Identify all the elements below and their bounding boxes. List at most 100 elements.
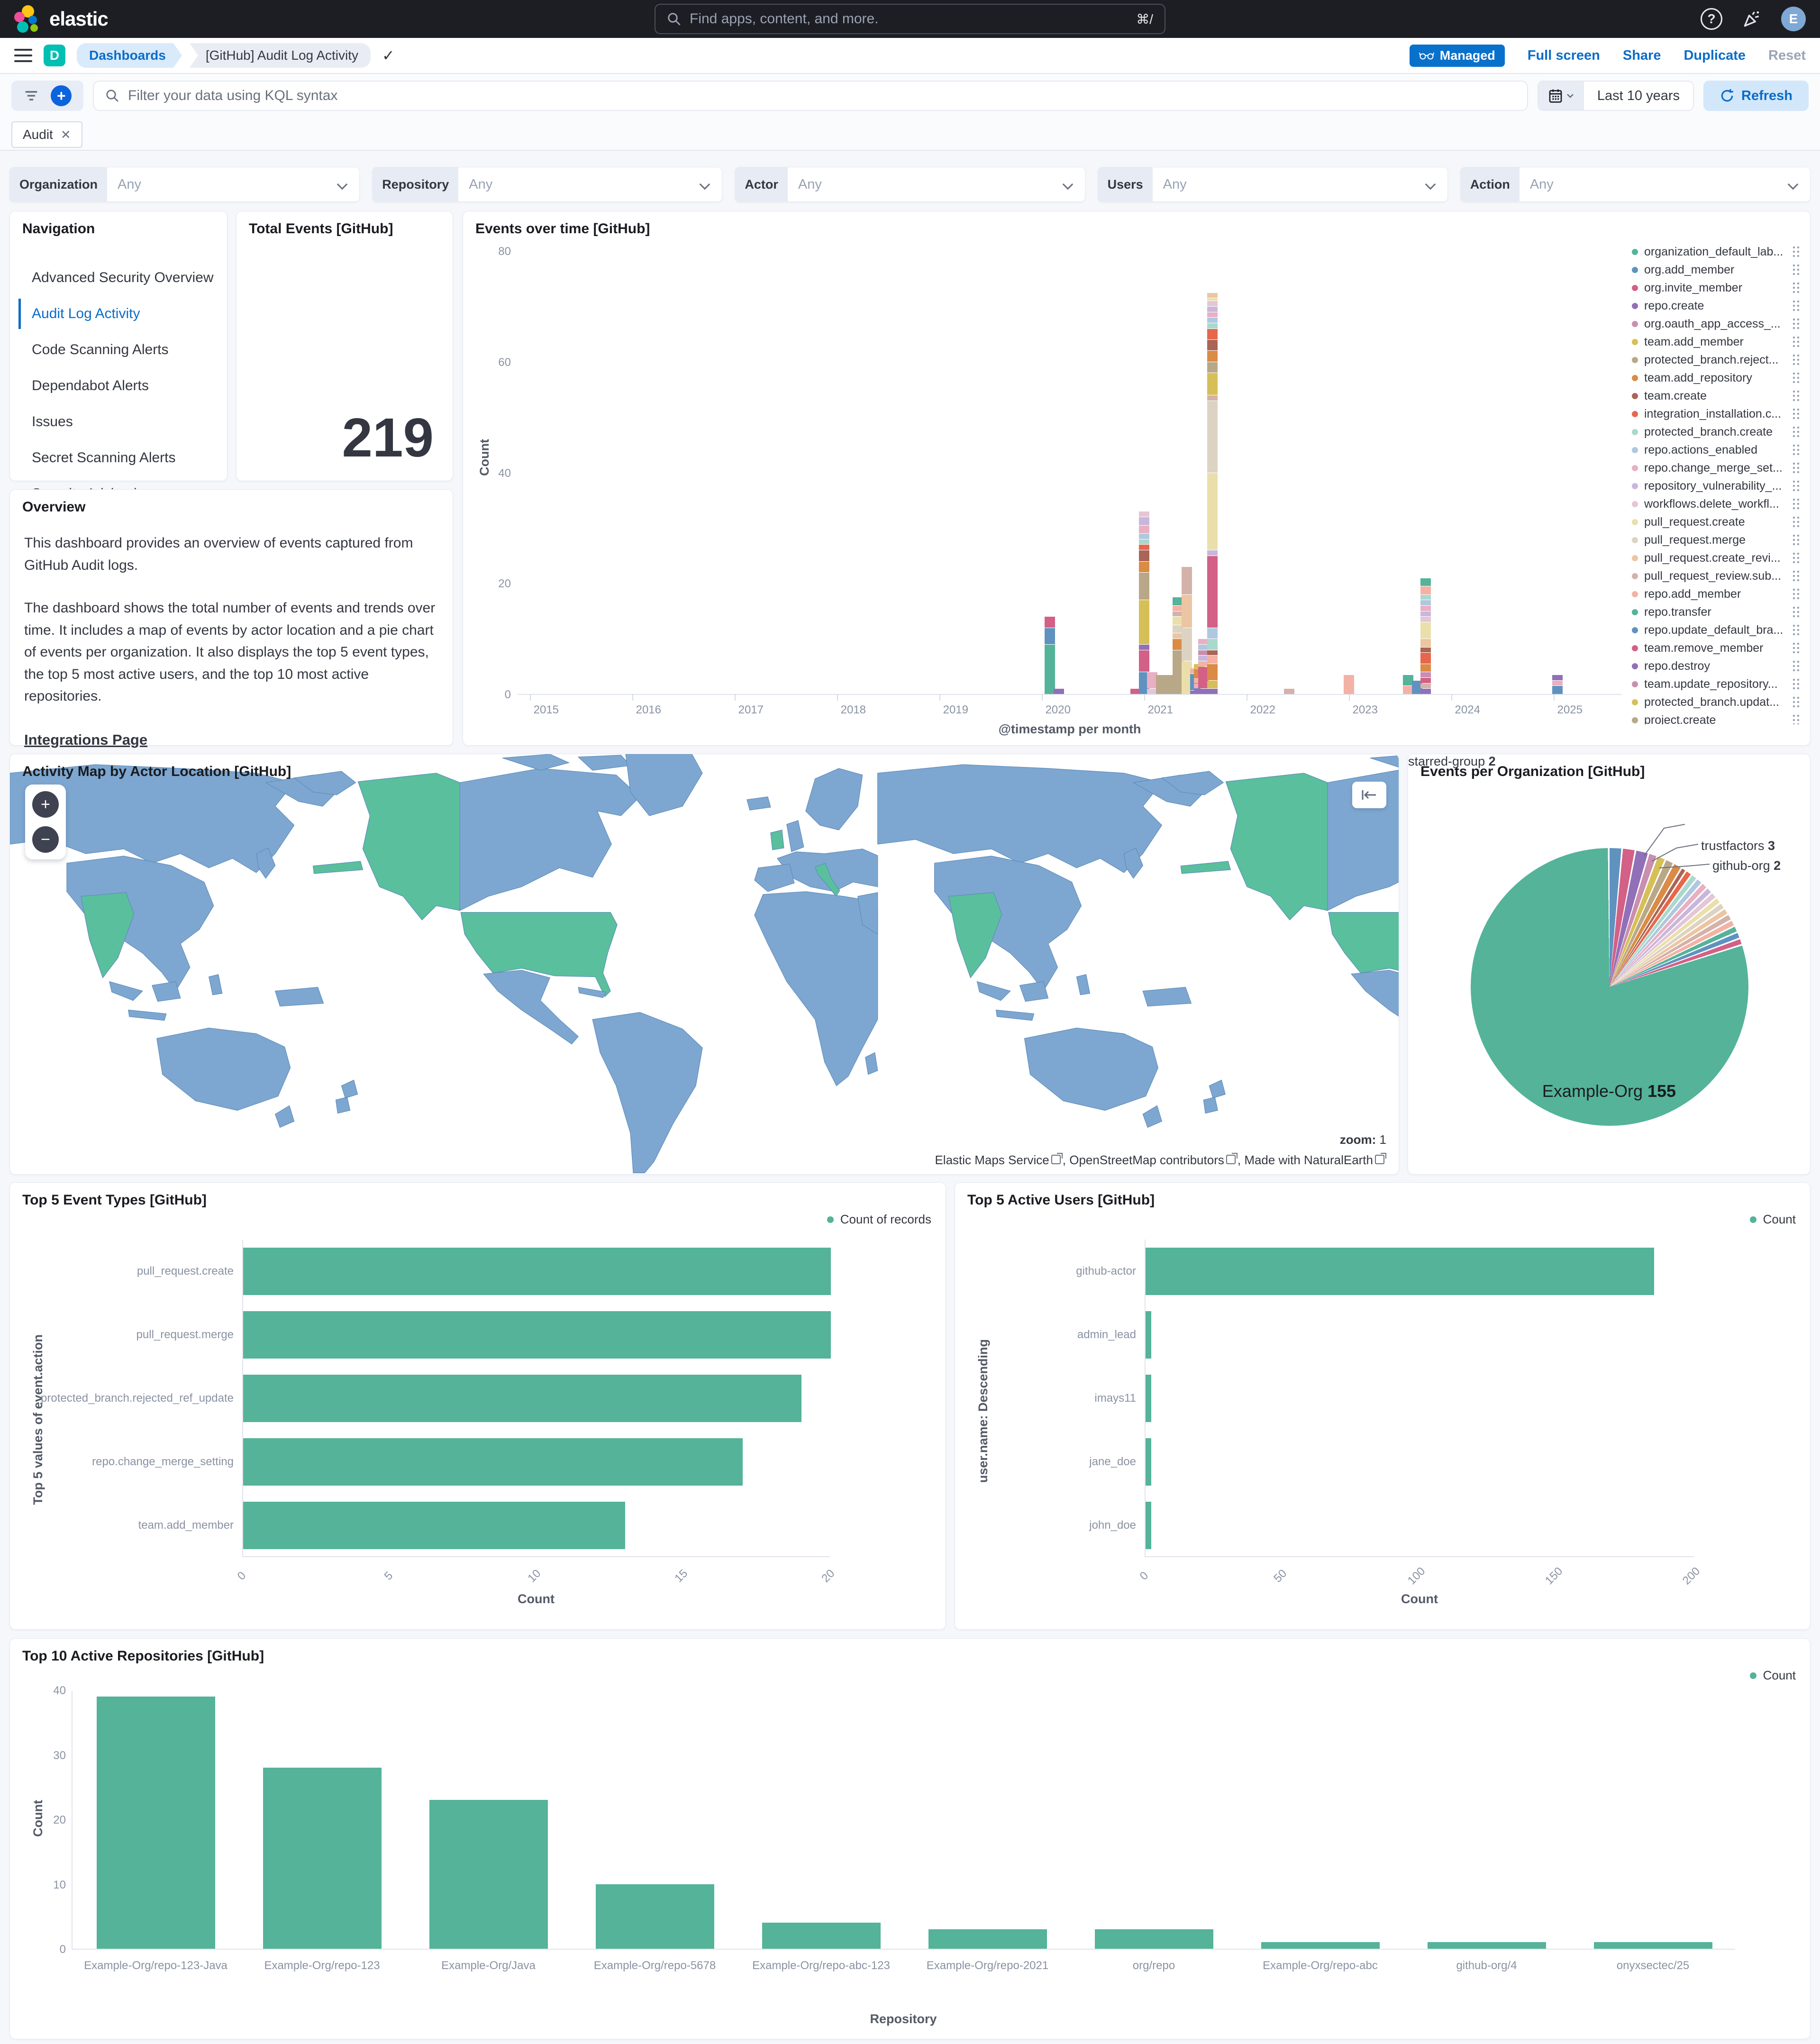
stacked-bar-segment[interactable] <box>1207 550 1218 556</box>
stacked-bar-segment[interactable] <box>1156 675 1167 694</box>
bar[interactable] <box>96 1696 215 1949</box>
kql-query-input[interactable]: Filter your data using KQL syntax <box>93 81 1528 111</box>
whats-new-icon[interactable] <box>1741 9 1762 29</box>
drag-handle-icon[interactable] <box>1793 517 1801 527</box>
stacked-bar-segment[interactable] <box>1130 689 1141 694</box>
stacked-bar-segment[interactable] <box>1207 401 1218 473</box>
drag-handle-icon[interactable] <box>1793 535 1801 545</box>
legend-item[interactable]: repository_vulnerability_... <box>1628 477 1804 495</box>
stacked-bar-segment[interactable] <box>1420 639 1431 647</box>
control-actor[interactable]: Actor Any <box>735 167 1085 202</box>
stacked-bar-segment[interactable] <box>1420 606 1431 611</box>
time-picker[interactable]: Last 10 years <box>1537 81 1694 111</box>
drag-handle-icon[interactable] <box>1793 283 1801 293</box>
bar[interactable] <box>1427 1942 1546 1949</box>
drag-handle-icon[interactable] <box>1793 463 1801 473</box>
drag-handle-icon[interactable] <box>1793 481 1801 491</box>
stacked-bar-segment[interactable] <box>1420 611 1431 617</box>
drag-handle-icon[interactable] <box>1793 355 1801 365</box>
legend-item[interactable]: repo.add_member <box>1628 585 1804 603</box>
drag-handle-icon[interactable] <box>1793 319 1801 329</box>
legend-item[interactable]: team.update_repository... <box>1628 675 1804 693</box>
legend-item[interactable]: org.add_member <box>1628 261 1804 279</box>
stacked-bar-segment[interactable] <box>1207 298 1218 301</box>
drag-handle-icon[interactable] <box>1793 499 1801 509</box>
stacked-bar-segment[interactable] <box>1147 689 1157 694</box>
legend-item[interactable]: team.add_member <box>1628 333 1804 351</box>
stacked-bar-segment[interactable] <box>1207 473 1218 550</box>
drag-handle-icon[interactable] <box>1793 553 1801 563</box>
attribution-link[interactable]: Made with NaturalEarth <box>1244 1153 1373 1167</box>
stacked-bar-segment[interactable] <box>1172 606 1183 611</box>
bar[interactable] <box>928 1929 1047 1949</box>
stacked-bar-segment[interactable] <box>1172 625 1183 633</box>
stacked-bar-segment[interactable] <box>1207 628 1218 639</box>
bar[interactable] <box>595 1884 714 1949</box>
stacked-bar-segment[interactable] <box>1420 647 1431 653</box>
legend-item[interactable]: team.create <box>1628 387 1804 405</box>
bar[interactable] <box>429 1800 548 1949</box>
stacked-bar-segment[interactable] <box>1420 653 1431 664</box>
stacked-bar-segment[interactable] <box>1044 617 1055 628</box>
filter-pill-audit[interactable]: Audit ✕ <box>11 121 82 148</box>
legend-item[interactable]: org.invite_member <box>1628 279 1804 297</box>
drag-handle-icon[interactable] <box>1793 589 1801 599</box>
drag-handle-icon[interactable] <box>1793 661 1801 671</box>
stacked-bar-segment[interactable] <box>1412 680 1423 694</box>
drag-handle-icon[interactable] <box>1793 679 1801 689</box>
stacked-bar-segment[interactable] <box>1207 301 1218 306</box>
refresh-button[interactable]: Refresh <box>1703 81 1809 111</box>
legend-item[interactable]: project.create <box>1628 711 1804 724</box>
legend-item[interactable]: protected_branch.updat... <box>1628 693 1804 711</box>
bar[interactable] <box>243 1311 831 1359</box>
stacked-bar-segment[interactable] <box>1284 689 1295 694</box>
stacked-bar-segment[interactable] <box>1198 644 1209 650</box>
drag-handle-icon[interactable] <box>1793 607 1801 617</box>
bar[interactable] <box>243 1438 743 1486</box>
legend-item[interactable]: organization_default_lab... <box>1628 243 1804 261</box>
stacked-bar-segment[interactable] <box>1198 661 1209 666</box>
stacked-bar-segment[interactable] <box>1138 539 1149 545</box>
stacked-bar-segment[interactable] <box>1420 672 1431 677</box>
filter-icon[interactable] <box>23 89 39 103</box>
bar[interactable] <box>1094 1929 1213 1949</box>
stacked-bar-segment[interactable] <box>1420 586 1431 594</box>
control-action[interactable]: Action Any <box>1460 167 1811 202</box>
drag-handle-icon[interactable] <box>1793 246 1801 257</box>
legend-item[interactable]: pull_request_review.sub... <box>1628 567 1804 585</box>
menu-icon[interactable] <box>14 49 32 62</box>
stacked-bar-segment[interactable] <box>1172 650 1183 694</box>
drag-handle-icon[interactable] <box>1793 301 1801 311</box>
stacked-bar-segment[interactable] <box>1207 395 1218 401</box>
managed-badge[interactable]: Managed <box>1409 44 1505 67</box>
stacked-bar-segment[interactable] <box>1182 567 1192 594</box>
bar[interactable] <box>1146 1438 1151 1486</box>
space-avatar[interactable]: D <box>44 45 65 66</box>
stacked-bar-segment[interactable] <box>1420 683 1431 689</box>
breadcrumb-dashboards[interactable]: Dashboards <box>77 43 182 68</box>
bar[interactable] <box>1261 1942 1380 1949</box>
stacked-bar-segment[interactable] <box>1552 686 1563 694</box>
stacked-bar-segment[interactable] <box>1147 672 1157 689</box>
bar[interactable] <box>1146 1502 1151 1549</box>
bar[interactable] <box>243 1375 801 1422</box>
integrations-page-link[interactable]: Integrations Page <box>24 731 148 748</box>
legend-item[interactable]: protected_branch.create <box>1628 423 1804 441</box>
add-filter-button[interactable]: + <box>51 85 72 106</box>
stacked-bar-segment[interactable] <box>1198 689 1209 694</box>
remove-filter-icon[interactable]: ✕ <box>60 127 71 142</box>
stacked-bar-segment[interactable] <box>1138 572 1149 600</box>
legend-item[interactable]: workflows.delete_workfl... <box>1628 495 1804 513</box>
stacked-bar-segment[interactable] <box>1207 373 1218 395</box>
stacked-bar-segment[interactable] <box>1172 597 1183 605</box>
drag-handle-icon[interactable] <box>1793 625 1801 635</box>
stacked-bar-segment[interactable] <box>1207 664 1218 680</box>
stacked-bar-segment[interactable] <box>1207 556 1218 628</box>
stacked-bar-segment[interactable] <box>1172 611 1183 617</box>
share-button[interactable]: Share <box>1622 47 1661 63</box>
chart-legend[interactable]: Count <box>1749 1668 1796 1683</box>
legend-item[interactable]: pull_request.merge <box>1628 531 1804 549</box>
legend-item[interactable]: repo.create <box>1628 297 1804 315</box>
stacked-bar-segment[interactable] <box>1172 633 1183 639</box>
legend-item[interactable]: protected_branch.reject... <box>1628 351 1804 369</box>
